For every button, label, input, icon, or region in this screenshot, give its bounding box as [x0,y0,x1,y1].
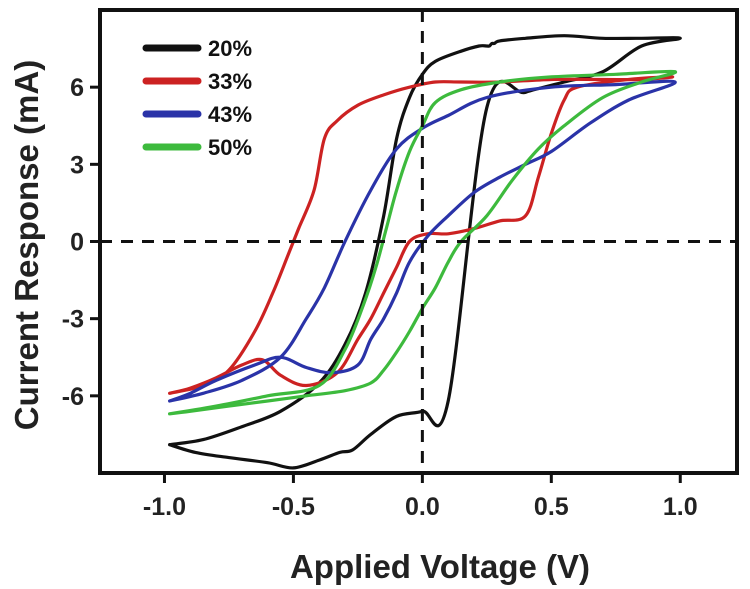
series-line-50pct [168,69,677,416]
x-tick-label: 0.0 [405,493,440,521]
y-tick-label: 3 [70,151,84,179]
legend-label: 20% [208,36,252,61]
legend-label: 50% [208,135,252,160]
axis-ticks: -1.0 -0.5 0.0 0.5 1.0 -6 -3 0 3 6 [62,74,698,521]
x-axis-title: Applied Voltage (V) [290,548,590,585]
y-tick-label: -3 [62,306,84,334]
y-tick-label: 0 [70,229,84,257]
x-tick-label: -0.5 [272,493,315,521]
y-axis-title: Current Response (mA) [8,60,45,430]
series-line-43pct [168,79,677,403]
x-tick-label: 0.5 [534,493,569,521]
x-tick-label: 1.0 [663,493,698,521]
series-curves [168,34,682,470]
legend-label: 43% [208,102,252,127]
legend: 20% 33% 43% 50% [142,36,252,160]
legend-label: 33% [208,69,252,94]
reference-lines [100,10,737,473]
y-tick-label: 6 [70,74,84,102]
y-tick-label: -6 [62,383,84,411]
series-line-20pct [168,34,682,470]
x-tick-label: -1.0 [143,493,186,521]
